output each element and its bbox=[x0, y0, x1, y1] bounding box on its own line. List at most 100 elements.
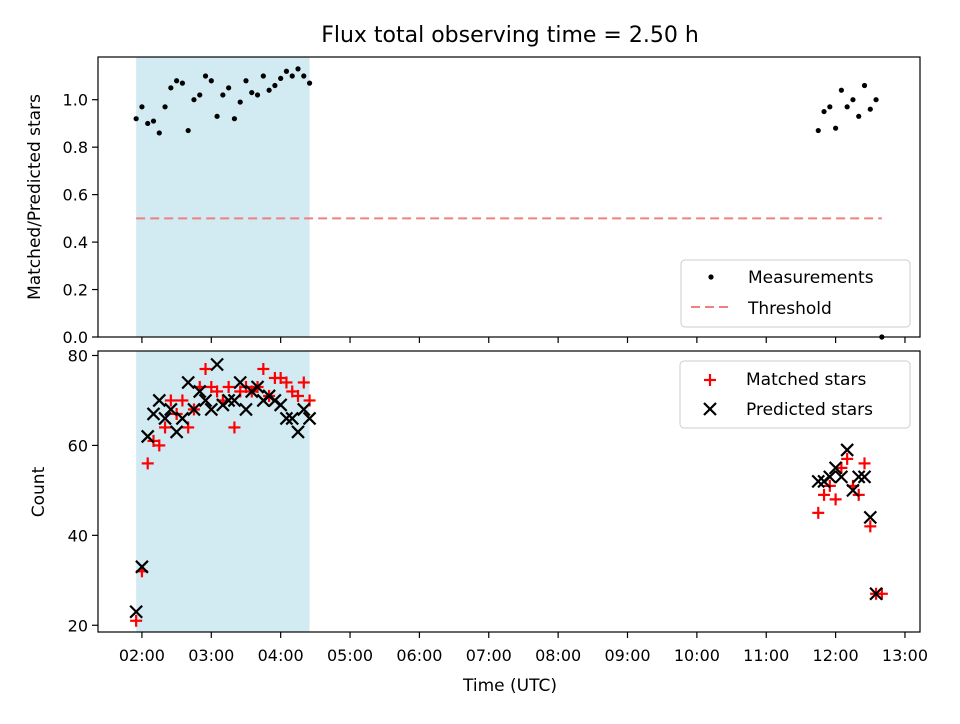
bottom-y-tick-label: 40 bbox=[68, 526, 88, 545]
predicted-star-stroke bbox=[297, 402, 311, 417]
matched-star-point bbox=[130, 614, 143, 627]
top-y-tick-label: 0.8 bbox=[63, 138, 88, 157]
predicted-star-point bbox=[302, 411, 317, 426]
top-y-tick-label: 0.6 bbox=[63, 186, 88, 205]
top-legend: Measurements Threshold bbox=[680, 259, 911, 328]
x-tick-label: 02:00 bbox=[119, 646, 165, 665]
measurement-point bbox=[815, 127, 821, 134]
matched-star-point bbox=[222, 380, 235, 393]
predicted-star-point bbox=[227, 393, 242, 408]
chart-title: Flux total observing time = 2.50 h bbox=[321, 23, 699, 48]
matched-star-point bbox=[829, 493, 842, 506]
matched-star-point bbox=[257, 362, 270, 375]
matched-star-point bbox=[818, 488, 831, 501]
matched-star-point bbox=[280, 376, 293, 389]
measurement-point bbox=[838, 87, 844, 93]
measurement-point bbox=[260, 73, 266, 79]
bottom-plot-frame bbox=[97, 350, 921, 633]
predicted-star-point bbox=[279, 411, 294, 426]
predicted-star-point bbox=[840, 443, 854, 457]
predicted-star-point bbox=[181, 375, 195, 390]
matched-star-point bbox=[176, 394, 189, 407]
bottom-y-tick-label: 80 bbox=[68, 346, 88, 365]
predicted-star-point bbox=[834, 470, 849, 484]
legend-measurement-marker bbox=[708, 274, 714, 280]
predicted-star-point bbox=[187, 402, 201, 417]
predicted-star-stroke bbox=[863, 510, 878, 525]
measurement-point bbox=[243, 78, 249, 84]
predicted-star-point bbox=[164, 402, 178, 417]
predicted-star-point bbox=[285, 411, 300, 426]
predicted-star-stroke bbox=[239, 402, 253, 417]
predicted-star-point bbox=[192, 384, 207, 399]
top-legend-box bbox=[680, 259, 911, 328]
measurement-point bbox=[237, 99, 243, 105]
top-panel: Flux total observing time = 2.50 h 0.00.… bbox=[25, 23, 921, 347]
predicted-star-point bbox=[846, 483, 860, 498]
legend-matched-label: Matched stars bbox=[746, 370, 866, 390]
measurement-point bbox=[231, 116, 238, 122]
x-tick-label: 12:00 bbox=[813, 646, 859, 665]
predicted-star-point bbox=[857, 470, 872, 484]
bottom-y-tick-label: 60 bbox=[68, 436, 88, 455]
predicted-star-point bbox=[221, 393, 236, 408]
predicted-star-point bbox=[239, 402, 253, 417]
predicted-star-stroke bbox=[198, 393, 213, 408]
predicted-star-point bbox=[198, 393, 213, 408]
predicted-star-stroke bbox=[828, 461, 843, 475]
matched-star-point bbox=[141, 457, 154, 470]
measurement-point bbox=[162, 104, 168, 110]
measurement-point bbox=[249, 89, 255, 96]
measurement-point bbox=[306, 80, 313, 86]
predicted-star-stroke bbox=[250, 380, 265, 394]
predicted-star-stroke bbox=[857, 470, 872, 484]
top-plot-frame bbox=[97, 56, 921, 338]
x-tick-label: 08:00 bbox=[535, 646, 581, 665]
predicted-star-stroke bbox=[146, 407, 161, 421]
measurement-point bbox=[214, 113, 220, 119]
top-y-tick-label: 0.2 bbox=[63, 281, 88, 300]
legend-measurements-label: Measurements bbox=[748, 268, 874, 288]
bottom-x-axis: 02:00 03:00 04:00 05:00 06:00 07:00 08:00 09:00… bbox=[119, 632, 928, 665]
predicted-star-stroke bbox=[846, 483, 860, 498]
predicted-star-point bbox=[863, 510, 878, 525]
measurement-points bbox=[133, 66, 885, 340]
measurement-point bbox=[202, 73, 209, 79]
measurement-point bbox=[856, 113, 862, 119]
measurement-point bbox=[191, 97, 197, 103]
predicted-star-point bbox=[250, 380, 265, 394]
measurement-point bbox=[301, 73, 307, 79]
matched-star-point bbox=[858, 457, 871, 470]
predicted-star-point bbox=[828, 461, 843, 475]
matched-star-point bbox=[153, 439, 166, 452]
measurement-point bbox=[266, 87, 272, 93]
predicted-star-stroke bbox=[221, 393, 236, 408]
matched-star-point bbox=[875, 587, 888, 600]
predicted-star-stroke bbox=[811, 474, 826, 489]
matched-star-point bbox=[297, 376, 310, 389]
measurement-point bbox=[145, 120, 151, 127]
predicted-star-stroke bbox=[869, 587, 883, 601]
bottom-legend-box bbox=[679, 360, 911, 429]
measurement-point bbox=[174, 78, 180, 84]
legend-matched-marker bbox=[704, 374, 716, 386]
x-tick-label: 09:00 bbox=[604, 646, 650, 665]
matched-star-point bbox=[812, 506, 825, 519]
top-y-axis: 0.0 0.2 0.4 0.6 0.8 1.0 bbox=[63, 91, 98, 347]
matched-star-point bbox=[164, 394, 177, 407]
predicted-star-point bbox=[823, 470, 837, 484]
measurement-point bbox=[179, 80, 185, 86]
predicted-star-point bbox=[233, 375, 247, 390]
measurement-point bbox=[289, 73, 295, 79]
measurement-point bbox=[295, 66, 301, 72]
matched-star-point bbox=[199, 362, 212, 375]
predicted-star-point bbox=[169, 425, 184, 439]
predicted-star-stroke bbox=[140, 429, 155, 444]
top-x-ticks bbox=[141, 337, 906, 343]
measurement-point bbox=[133, 116, 139, 122]
predicted-star-stroke bbox=[233, 375, 247, 390]
predicted-star-point bbox=[140, 429, 155, 444]
predicted-star-point bbox=[129, 604, 143, 619]
x-tick-label: 06:00 bbox=[396, 646, 442, 665]
